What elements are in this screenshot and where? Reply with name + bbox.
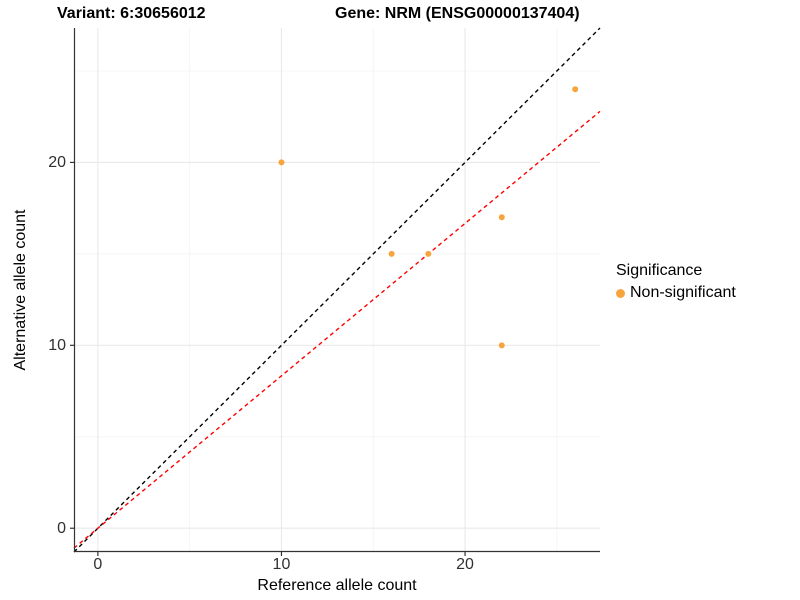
data-point — [498, 214, 505, 221]
x-axis-title: Reference allele count — [257, 577, 417, 594]
data-point — [498, 342, 505, 349]
x-tick-label: 10 — [272, 556, 291, 573]
y-tick-label: 0 — [57, 519, 66, 537]
x-tick-label: 0 — [93, 556, 103, 573]
legend-title: Significance — [616, 262, 703, 279]
data-point — [388, 250, 395, 257]
data-point — [278, 159, 285, 166]
data-point — [572, 86, 579, 93]
legend: Significance Non-significant — [616, 262, 736, 302]
plot-panel — [70, 27, 601, 556]
y-tick-label: 20 — [48, 153, 66, 171]
alt-ref-ratio-line — [73, 110, 601, 549]
legend-item-non-significant: Non-significant — [616, 284, 736, 302]
y-axis-title: Alternative allele count — [12, 209, 29, 371]
identity-line — [73, 27, 601, 553]
legend-item-label: Non-significant — [630, 284, 736, 301]
y-tick-label: 10 — [48, 336, 66, 354]
x-tick-label: 20 — [456, 556, 474, 573]
data-point — [425, 250, 432, 257]
legend-point-swatch — [616, 288, 625, 298]
plot-title-variant: Variant: 6:30656012 — [57, 5, 206, 22]
plot-title-gene: Gene: NRM (ENSG00000137404) — [335, 5, 580, 22]
